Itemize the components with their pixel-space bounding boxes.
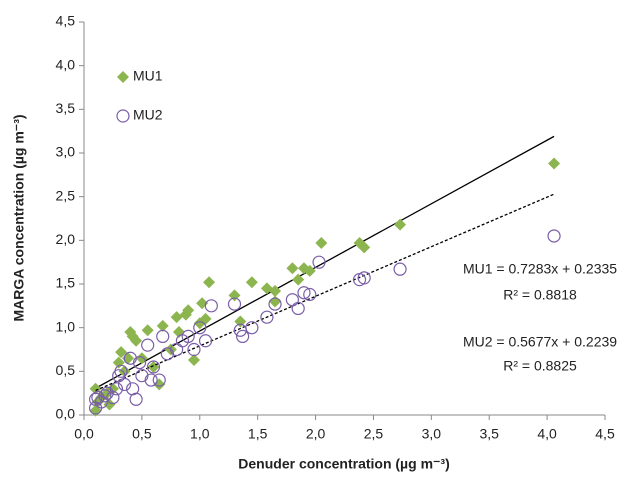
point [156,319,169,332]
point [109,382,124,396]
point [245,321,259,335]
point [358,241,371,254]
point [170,311,183,324]
y-tick-label: 2,5 [56,187,76,203]
x-tick-label: 0,5 [132,426,152,442]
legend-marker [116,109,130,123]
point [193,321,207,335]
point [182,304,195,317]
x-tick-label: 2,5 [364,426,384,442]
point [129,392,143,406]
y-tick-label: 3,0 [56,144,76,160]
x-tick-label: 1,0 [190,426,210,442]
point [315,236,328,249]
point [152,373,166,387]
y-tick-label: 0,0 [56,406,76,422]
point [117,377,132,392]
point [115,346,128,359]
point [130,334,143,347]
y-tick-label: 3,5 [56,100,76,116]
trend-line [95,193,555,392]
point [227,297,242,311]
point [114,364,128,378]
point [156,329,170,343]
point [135,369,149,383]
x-tick-label: 1,5 [248,426,268,442]
point [118,365,131,378]
y-tick-label: 4,5 [56,13,76,29]
x-tick-label: 3,0 [422,426,442,442]
point [357,271,371,285]
point [291,301,305,316]
point [88,392,103,406]
point [141,324,154,337]
point [292,273,305,286]
legend-label: MU2 [133,107,163,123]
point [141,338,155,352]
point [394,218,407,231]
point [260,310,274,324]
point [181,329,195,343]
point [269,295,282,308]
x-tick-label: 4,0 [537,426,557,442]
y-tick-label: 2,0 [56,231,76,247]
point [204,299,218,313]
x-tick-label: 3,5 [479,426,499,442]
point [312,255,326,269]
trend-r2: R² = 0.8825 [503,358,577,374]
trend-r2: R² = 0.8818 [503,287,577,303]
point [187,353,200,366]
y-tick-label: 0,5 [56,362,76,378]
legend-marker [117,71,129,83]
point [547,229,561,243]
point [187,342,201,357]
x-tick-label: 0,0 [74,426,94,442]
point [303,287,317,302]
point [98,389,112,403]
point [548,157,561,170]
point [144,373,158,387]
point [268,297,282,311]
point [285,293,299,307]
point [393,262,407,276]
y-tick-label: 1,0 [56,318,76,334]
point [303,264,316,277]
y-axis-title: MARGA concentration (µg m⁻³) [11,114,27,321]
point [269,284,282,297]
point [153,378,166,391]
x-tick-label: 2,0 [306,426,326,442]
x-tick-label: 4,5 [595,426,615,442]
point [236,329,250,343]
point [297,286,311,300]
point [132,356,147,370]
y-tick-label: 4,0 [56,56,76,72]
x-axis-title: Denuder concentration (µg m⁻³) [238,456,449,472]
trend-equation: MU2 = 0.5677x + 0.2239 [463,334,617,350]
legend-label: MU1 [133,68,163,84]
point [286,262,299,275]
y-tick-label: 1,5 [56,275,76,291]
point [146,360,161,374]
point [203,276,216,289]
point [198,334,213,348]
trend-equation: MU1 = 0.7283x + 0.2335 [463,261,617,277]
point [106,390,120,405]
point [245,276,258,289]
